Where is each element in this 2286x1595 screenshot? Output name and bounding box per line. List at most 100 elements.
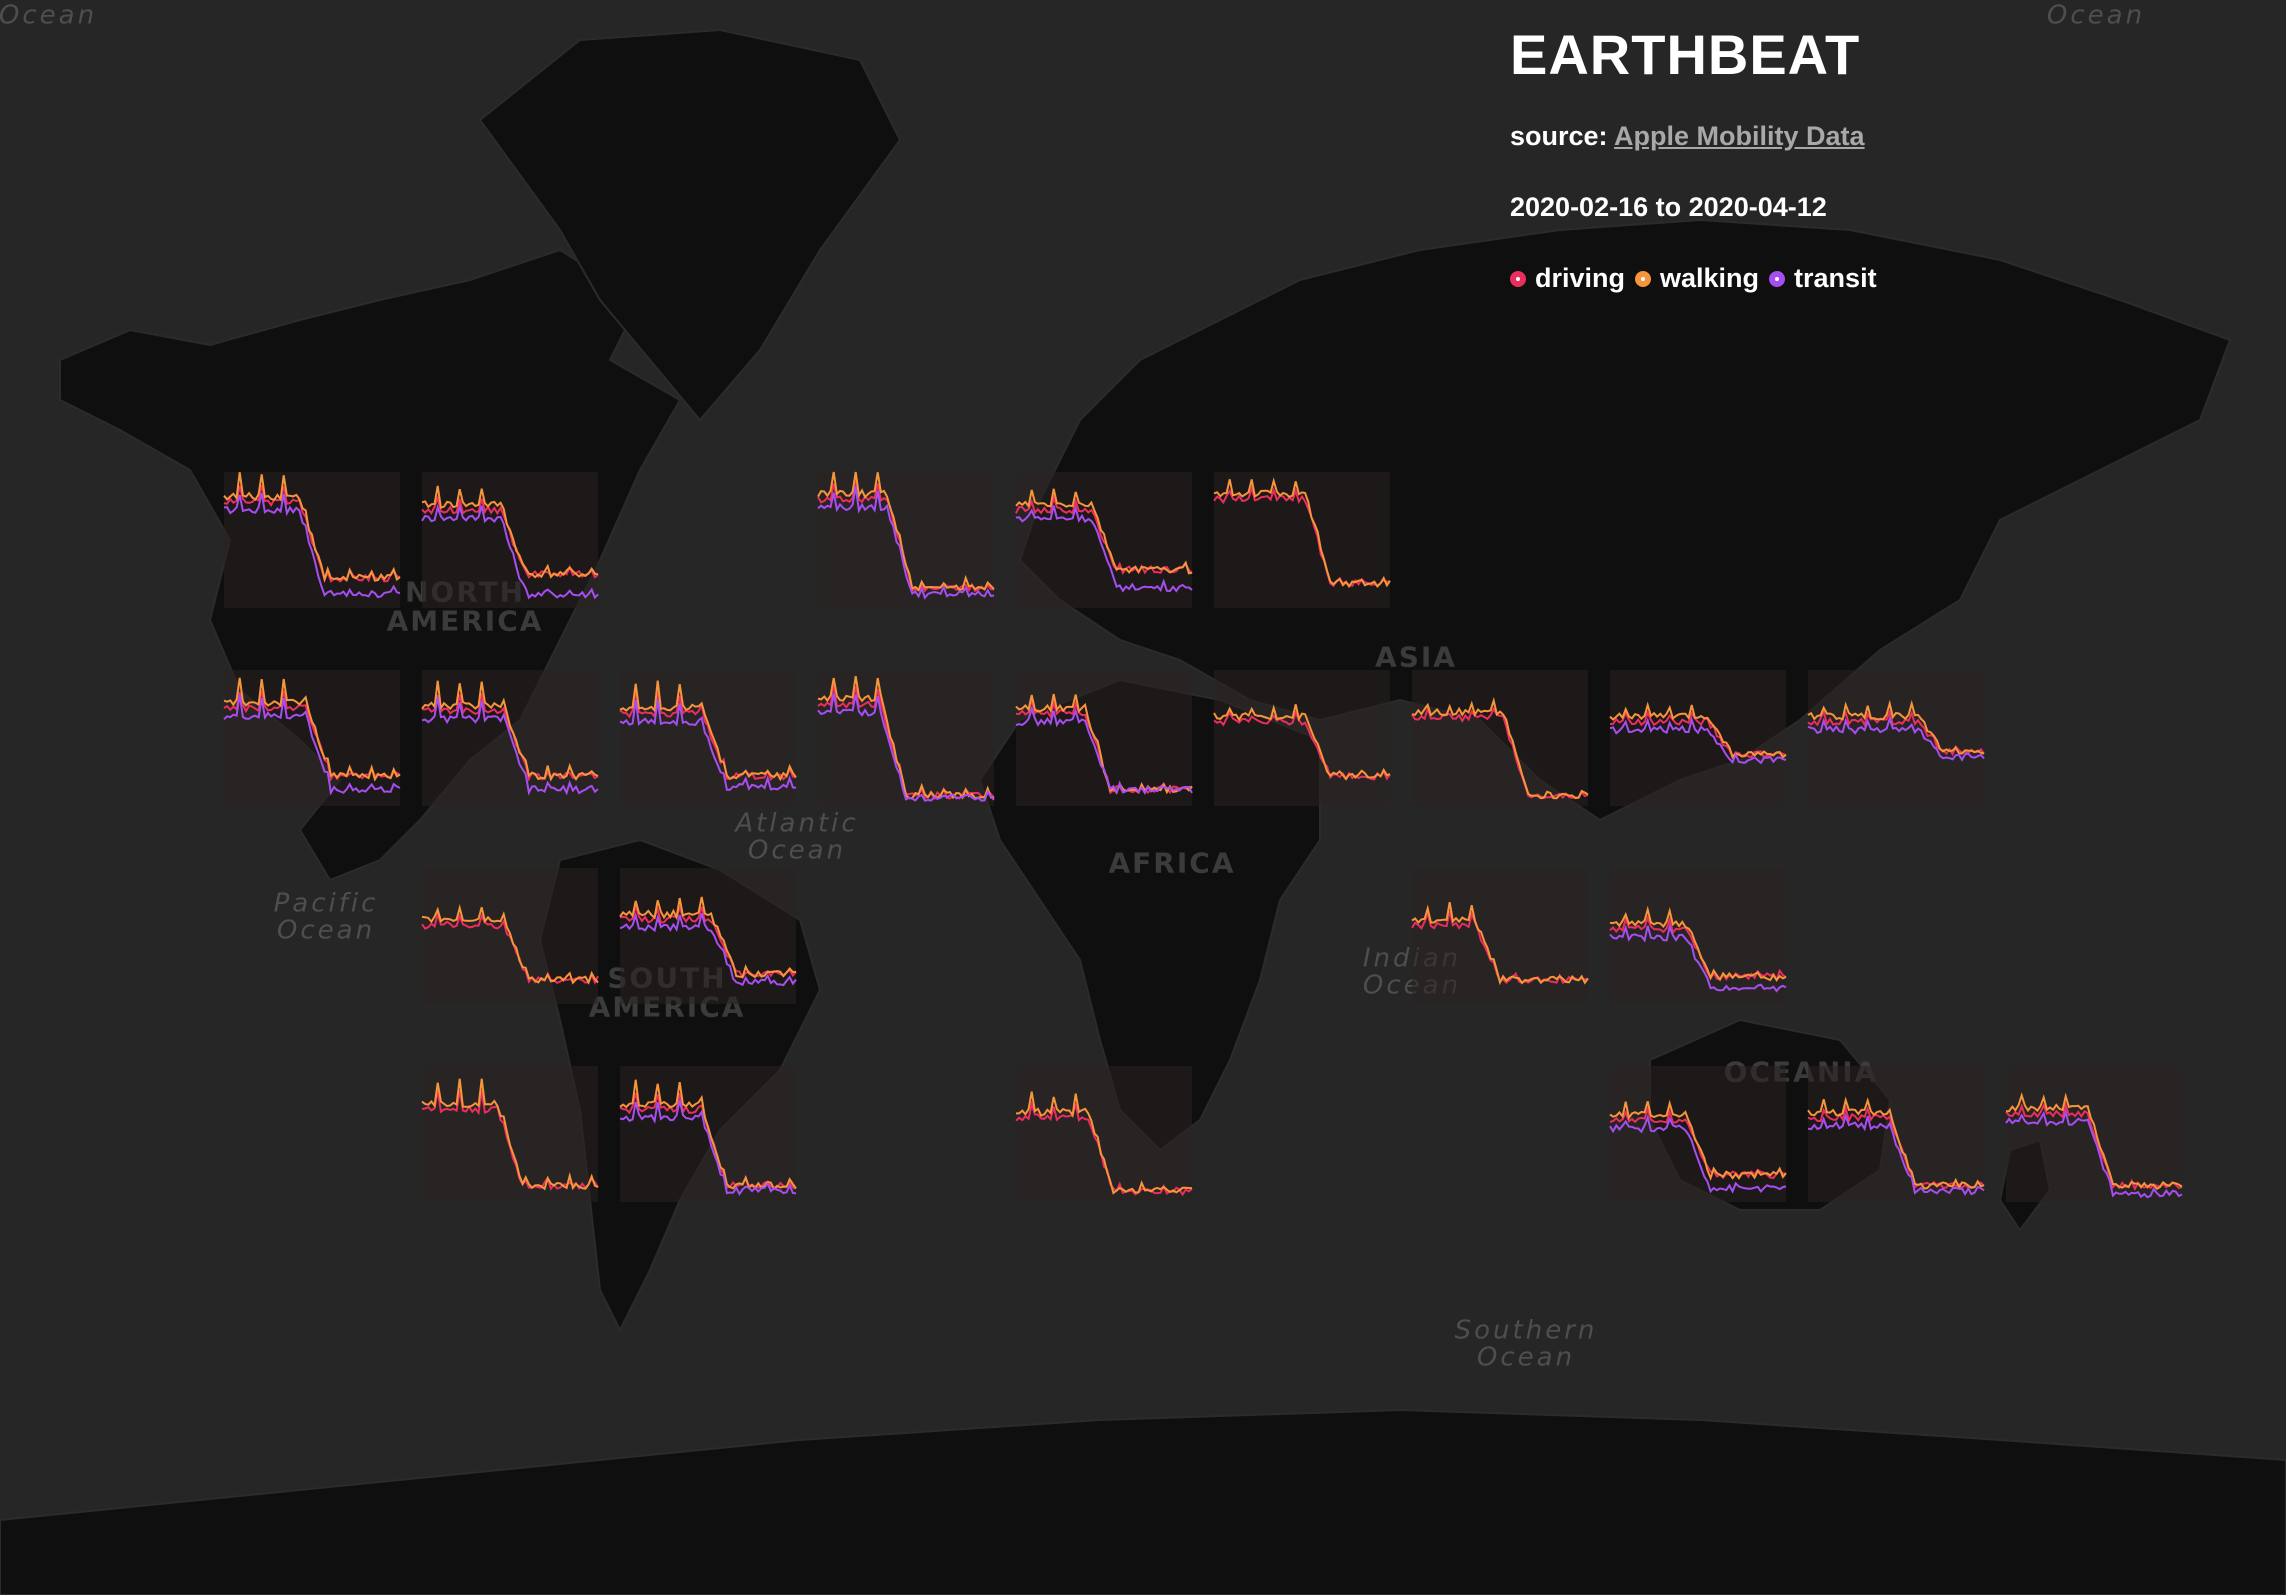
sparkline-background — [1016, 1066, 1192, 1202]
legend-item-walking[interactable]: walking — [1635, 263, 1759, 294]
sparkline-r1-c7 — [1609, 670, 1787, 806]
date-to: 2020-04-12 — [1688, 192, 1827, 222]
line-transit — [223, 492, 401, 599]
sparkline-background — [1214, 670, 1390, 806]
transit-dot-icon — [1769, 270, 1786, 287]
line-walking — [421, 903, 599, 985]
line-transit — [421, 696, 599, 796]
line-driving — [1609, 709, 1787, 760]
legend-label-transit: transit — [1794, 263, 1877, 293]
sparkline-r0-c5 — [1213, 472, 1391, 608]
source-link[interactable]: Apple Mobility Data — [1614, 121, 1865, 151]
line-transit — [619, 699, 797, 791]
africa-label: AFRICA — [1108, 846, 1236, 880]
line-walking — [619, 680, 797, 782]
sparkline-r0-c1 — [421, 472, 599, 608]
line-transit — [1609, 716, 1787, 765]
sparkline-r2-c7 — [1609, 868, 1787, 1004]
sparkline-background — [422, 472, 598, 608]
ocean-label-nw: Ocean — [0, 0, 98, 31]
line-walking — [817, 471, 995, 592]
line-walking — [817, 675, 995, 800]
line-walking — [421, 1078, 599, 1191]
line-walking — [1807, 699, 1985, 755]
line-transit — [817, 693, 995, 802]
legend: driving walking transit — [1510, 263, 1887, 294]
line-transit — [223, 694, 401, 796]
line-driving — [1213, 709, 1391, 781]
line-transit — [1015, 504, 1193, 593]
sparkline-r0-c3 — [817, 471, 995, 608]
line-walking — [1609, 701, 1787, 759]
driving-dot-icon — [1510, 270, 1526, 287]
line-walking — [1213, 704, 1391, 781]
line-walking — [1411, 696, 1589, 800]
date-separator: to — [1655, 192, 1682, 222]
antarctica-landmass — [0, 1408, 2286, 1595]
date-range: 2020-02-16 to 2020-04-12 — [1510, 192, 1887, 223]
sparkline-r1-c4 — [1015, 670, 1193, 806]
line-walking — [421, 680, 599, 782]
sparkline-r2-c1 — [421, 868, 599, 1004]
sparkline-r2-c6 — [1411, 868, 1589, 1004]
line-driving — [1411, 705, 1589, 800]
ocean-label-ne: Ocean — [2046, 0, 2146, 31]
line-transit — [1015, 705, 1193, 796]
line-transit — [619, 911, 797, 987]
line-walking — [1411, 902, 1589, 986]
sparkline-r1-c0 — [223, 670, 401, 806]
sparkline-r1-c2 — [619, 670, 797, 806]
line-transit — [817, 486, 995, 600]
sparkline-r1-c6 — [1411, 670, 1589, 806]
sparkline-r1-c8 — [1807, 670, 1985, 806]
line-walking — [223, 472, 401, 584]
sparkline-background — [818, 670, 994, 806]
sparkline-r3-c4 — [1015, 1066, 1193, 1202]
line-walking — [619, 896, 797, 979]
sparkline-r3-c8 — [1807, 1066, 1985, 1202]
line-walking — [1213, 477, 1391, 589]
legend-item-transit[interactable]: transit — [1769, 263, 1877, 294]
sparkline-background — [1016, 670, 1192, 806]
source-line: source: Apple Mobility Data — [1510, 121, 1887, 152]
line-walking — [421, 485, 599, 579]
line-transit — [1609, 923, 1787, 993]
sparkline-background — [620, 868, 796, 1004]
sparkline-r0-c4 — [1015, 472, 1193, 608]
date-from: 2020-02-16 — [1510, 192, 1649, 222]
atlantic-ocean-label: Atlantic Ocean — [735, 808, 859, 866]
sparkline-r3-c1 — [421, 1066, 599, 1202]
legend-item-driving[interactable]: driving — [1510, 263, 1625, 294]
sparkline-background — [1412, 670, 1588, 806]
sparkline-r3-c9 — [2005, 1066, 2183, 1202]
source-label: source: — [1510, 121, 1608, 151]
line-transit — [1807, 1112, 1985, 1196]
line-walking — [619, 1079, 797, 1191]
sparkline-r0-c0 — [223, 472, 401, 608]
line-walking — [1807, 1096, 1985, 1190]
line-transit — [421, 503, 599, 600]
line-transit — [1807, 715, 1985, 762]
line-walking — [2005, 1092, 2183, 1190]
line-transit — [619, 1099, 797, 1196]
line-walking — [1015, 488, 1193, 575]
sparkline-background — [1808, 670, 1984, 806]
walking-dot-icon — [1635, 270, 1652, 287]
sparkline-background — [1610, 670, 1786, 806]
sparkline-r1-c3 — [817, 670, 995, 806]
legend-label-driving: driving — [1535, 263, 1626, 293]
line-driving — [421, 693, 599, 782]
sparkline-r1-c1 — [421, 670, 599, 806]
legend-label-walking: walking — [1660, 263, 1760, 293]
pacific-ocean-label: Pacific Ocean — [273, 888, 379, 946]
sparkline-r3-c7 — [1609, 1066, 1787, 1202]
sparkline-r3-c2 — [619, 1066, 797, 1202]
line-transit — [1609, 1113, 1787, 1194]
sparkline-r1-c5 — [1213, 670, 1391, 806]
southern-ocean-label: Southern Ocean — [1454, 1315, 1598, 1373]
line-walking — [1609, 1099, 1787, 1182]
page-title: EARTHBEAT — [1510, 23, 1861, 86]
greenland-landmass — [478, 28, 902, 422]
line-walking — [1609, 905, 1787, 982]
